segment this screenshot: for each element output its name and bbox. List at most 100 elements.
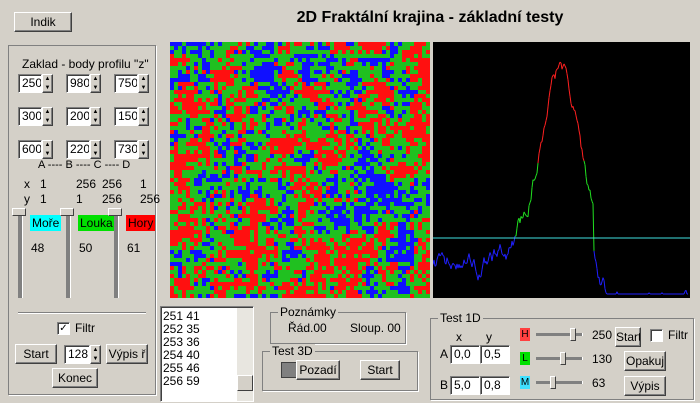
pixel <box>270 150 274 154</box>
profile-spin[interactable]: 300 <box>18 107 42 126</box>
pixel <box>170 78 174 82</box>
pixel <box>186 222 190 226</box>
pixel <box>262 282 266 286</box>
a-edit[interactable]: 0,5 <box>480 345 510 364</box>
pixel <box>178 230 182 234</box>
slider-thumb[interactable] <box>12 208 26 216</box>
pixel <box>194 46 198 50</box>
indik-button[interactable]: Indik <box>14 12 72 32</box>
profile-spin[interactable]: 750 <box>114 74 138 93</box>
pixel <box>230 266 234 270</box>
pixel <box>370 46 374 50</box>
pixel <box>270 74 274 78</box>
a-edit[interactable]: 0,0 <box>450 345 480 364</box>
scroll-thumb[interactable] <box>237 375 253 391</box>
pixel <box>230 250 234 254</box>
pixel <box>386 274 390 278</box>
pixel <box>358 138 362 142</box>
pixel <box>274 282 278 286</box>
pixel <box>202 218 206 222</box>
pixel <box>178 254 182 258</box>
filter1d-check-box[interactable] <box>650 329 663 342</box>
pixel <box>406 86 410 90</box>
pixel <box>198 114 202 118</box>
slider-thumb[interactable] <box>550 376 556 389</box>
spin-arrows[interactable]: ▲ ▼ <box>42 74 53 93</box>
pixel <box>322 86 326 90</box>
pixel <box>422 134 426 138</box>
pixel <box>234 58 238 62</box>
pixel <box>338 86 342 90</box>
slider-thumb[interactable] <box>108 208 122 216</box>
pixel <box>406 118 410 122</box>
spin-arrows[interactable]: ▲ ▼ <box>90 140 101 159</box>
pixel <box>422 54 426 58</box>
end-button[interactable]: Konec <box>52 368 98 388</box>
spin-arrows[interactable]: ▲ ▼ <box>42 107 53 126</box>
profile-spin[interactable]: 250 <box>18 74 42 93</box>
pixel <box>250 46 254 50</box>
pixel <box>366 282 370 286</box>
repeat-button[interactable]: Opakuj <box>624 351 666 371</box>
start-button[interactable]: Start <box>15 344 57 364</box>
pixel <box>402 198 406 202</box>
profile-spin[interactable]: 600 <box>18 140 42 159</box>
b-edit[interactable]: 0,8 <box>480 376 510 395</box>
pixel <box>410 178 414 182</box>
pixel <box>496 250 499 257</box>
pixel <box>358 266 362 270</box>
b-edit[interactable]: 5,0 <box>450 376 480 395</box>
start3d-button[interactable]: Start <box>360 360 400 380</box>
pixel <box>318 290 322 294</box>
list-item: 253 36 <box>163 335 200 349</box>
spin-arrows[interactable]: ▲ ▼ <box>138 140 149 159</box>
slider-thumb[interactable] <box>60 208 74 216</box>
pixel <box>282 230 286 234</box>
profile-spin[interactable]: 220 <box>66 140 90 159</box>
pixel <box>202 242 206 246</box>
pixel <box>378 222 382 226</box>
pixel <box>354 106 358 110</box>
profile-spin[interactable]: 150 <box>114 107 138 126</box>
pixel <box>270 178 274 182</box>
profile-spin[interactable]: 980 <box>66 74 90 93</box>
spin-arrows[interactable]: ▲ ▼ <box>90 345 101 364</box>
slider-thumb[interactable] <box>570 328 576 341</box>
pixel <box>418 242 422 246</box>
slider-value: 250 <box>592 328 613 342</box>
pixel <box>366 94 370 98</box>
pixel <box>390 58 394 62</box>
pixel <box>182 98 186 102</box>
spin-arrows[interactable]: ▲ ▼ <box>138 74 149 93</box>
profile-spin[interactable]: 730 <box>114 140 138 159</box>
pixel <box>402 262 406 266</box>
count-spin[interactable]: 128 <box>64 345 90 364</box>
pixel <box>274 74 278 78</box>
spin-arrows[interactable]: ▲ ▼ <box>90 74 101 93</box>
spin-arrows[interactable]: ▲ ▼ <box>42 140 53 159</box>
list-button[interactable]: Výpis ř <box>106 344 148 364</box>
pixel <box>226 114 230 118</box>
pixel <box>342 274 346 278</box>
pixel <box>282 150 286 154</box>
spin-arrows[interactable]: ▲ ▼ <box>138 107 149 126</box>
pixel <box>186 270 190 274</box>
pixel <box>270 162 274 166</box>
slider-thumb[interactable] <box>560 352 566 365</box>
pixel <box>226 226 230 230</box>
pixel <box>398 246 402 250</box>
pixel <box>370 274 374 278</box>
profile-spin[interactable]: 200 <box>66 107 90 126</box>
pixel <box>274 146 278 150</box>
background-button[interactable]: Pozadí <box>296 360 340 380</box>
pixel <box>378 294 382 298</box>
filter-check-box[interactable]: ✓ <box>57 322 70 335</box>
pixel <box>310 206 314 210</box>
pixel <box>370 194 374 198</box>
start1d-button[interactable]: Start <box>615 327 641 347</box>
pixel <box>246 50 250 54</box>
y-row: 1 <box>40 192 47 206</box>
list1d-button[interactable]: Výpis <box>624 376 666 396</box>
spin-arrows[interactable]: ▲ ▼ <box>90 107 101 126</box>
pixel <box>318 234 322 238</box>
